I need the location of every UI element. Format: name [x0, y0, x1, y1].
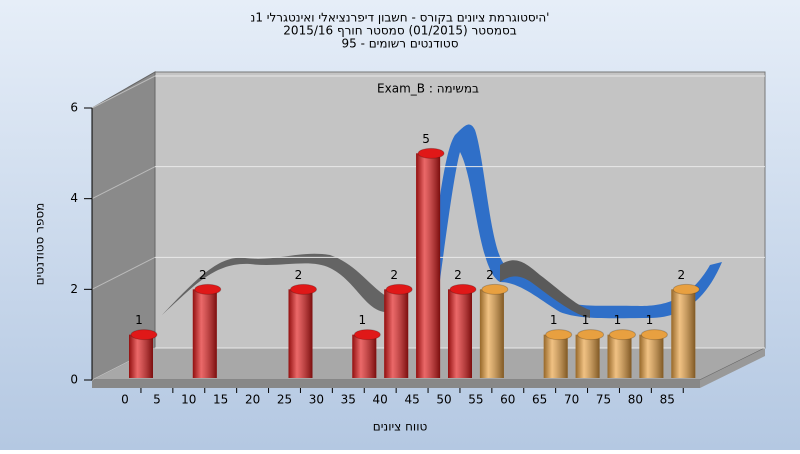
x-tick-label: 65 — [532, 393, 547, 407]
bar-top — [481, 283, 509, 295]
y-tick-label: 4 — [70, 191, 78, 205]
x-tick-label: 5 — [153, 393, 161, 407]
data-label: 1 — [358, 313, 366, 327]
bar-shade — [352, 334, 377, 378]
floor-edge — [700, 348, 765, 388]
bar-shade — [479, 289, 504, 378]
grid-line — [91, 75, 156, 109]
chart-title: היסטוגרמת ציונים בקורס - חשבון דיפרנציאל… — [251, 11, 550, 25]
bar-shade — [288, 289, 313, 378]
bar-top — [449, 283, 477, 295]
bar-top — [672, 283, 700, 295]
bar-shade — [671, 289, 696, 378]
bar-shade — [384, 289, 409, 378]
bar-top — [194, 283, 222, 295]
trend-ribbon — [500, 260, 590, 318]
bar-shade — [639, 334, 664, 378]
bar-top — [290, 283, 317, 295]
x-tick-label: 80 — [628, 393, 643, 407]
chart-subtitle: בסמסטר (01/2015) סמסטר חורף 2015/16 — [283, 24, 516, 38]
bar-shade — [129, 334, 153, 378]
bar-top — [417, 147, 445, 159]
x-tick-label: 45 — [404, 393, 419, 407]
x-tick-label: 0 — [121, 393, 129, 407]
data-label: 1 — [550, 313, 558, 327]
floor-edge — [92, 380, 700, 388]
data-label: 2 — [677, 268, 685, 282]
data-label: 1 — [135, 313, 143, 327]
bar-top — [609, 329, 636, 341]
grid-line — [91, 256, 156, 290]
chart-subtitle: 95 - סטודנטים רשומים — [341, 37, 458, 51]
x-tick-label: 20 — [245, 393, 260, 407]
data-label: 2 — [295, 268, 303, 282]
data-label: 1 — [582, 313, 590, 327]
data-label: 1 — [614, 313, 622, 327]
data-label: 2 — [199, 268, 207, 282]
x-tick-label: 75 — [596, 393, 611, 407]
x-tick-label: 70 — [564, 393, 579, 407]
data-label: 2 — [454, 268, 462, 282]
y-tick-label: 6 — [70, 101, 78, 115]
x-tick-label: 55 — [468, 393, 483, 407]
x-tick-label: 50 — [436, 393, 451, 407]
bar-shade — [575, 334, 600, 378]
bar-top — [577, 329, 605, 341]
bar-shade — [607, 334, 632, 378]
bar-shade — [543, 334, 568, 378]
y-axis-label: מספר סטודנטים — [33, 203, 47, 286]
bar-top — [385, 283, 413, 295]
data-label: 5 — [422, 132, 430, 146]
bar-shade — [192, 289, 217, 378]
data-label: 2 — [390, 268, 398, 282]
bar-shade — [416, 153, 441, 378]
x-axis-label: טווח ציונים — [373, 420, 428, 434]
x-tick-label: 15 — [213, 393, 228, 407]
annotation: Exam_B : במשימה — [377, 82, 479, 96]
x-tick-label: 30 — [309, 393, 324, 407]
x-tick-label: 25 — [277, 393, 292, 407]
bar-top — [640, 329, 668, 341]
trend-ribbon — [162, 253, 395, 315]
y-tick-label: 0 — [70, 373, 78, 387]
x-tick-label: 60 — [500, 393, 515, 407]
x-tick-label: 10 — [181, 393, 196, 407]
y-tick-label: 2 — [70, 282, 78, 296]
data-label: 1 — [646, 313, 654, 327]
x-tick-label: 85 — [660, 393, 675, 407]
bar-top — [353, 329, 381, 341]
x-tick-label: 40 — [373, 393, 388, 407]
bar-top — [545, 329, 573, 341]
data-label: 2 — [486, 268, 494, 282]
bar-shade — [448, 289, 472, 378]
grid-line — [91, 166, 156, 200]
bar-top — [130, 329, 158, 341]
x-tick-label: 35 — [341, 393, 356, 407]
